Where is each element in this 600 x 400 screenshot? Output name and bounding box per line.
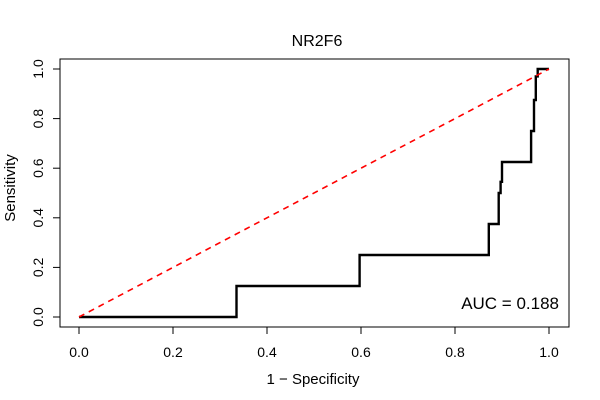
y-tick-label: 0.4 (30, 208, 46, 228)
plot-frame (59, 58, 570, 328)
x-tick-label: 1.0 (539, 344, 559, 360)
x-tick-label: 0.4 (257, 344, 277, 360)
auc-annotation: AUC = 0.188 (461, 294, 559, 313)
y-tick-label: 0.2 (30, 257, 46, 277)
x-tick-label: 0.8 (445, 344, 465, 360)
y-axis-title: Sensitivity (2, 154, 19, 222)
reference-diagonal-line (78, 68, 550, 318)
y-tick-label: 1.0 (30, 59, 46, 79)
y-tick-label: 0.6 (30, 158, 46, 178)
roc-curve (79, 67, 549, 319)
x-tick-label: 0.2 (163, 344, 183, 360)
plot-area: 0.0 0.2 0.4 0.6 0.8 1.0 0.0 0.2 0.4 0.6 0.8 1.0 (30, 58, 570, 360)
x-tick-label: 0.6 (351, 344, 371, 360)
x-axis-title: 1 − Specificity (267, 371, 360, 388)
y-tick-label: 0.8 (30, 109, 46, 129)
y-tick-label: 0.0 (30, 307, 46, 327)
x-tick-label: 0.0 (69, 344, 89, 360)
chart-title: NR2F6 (292, 33, 343, 50)
